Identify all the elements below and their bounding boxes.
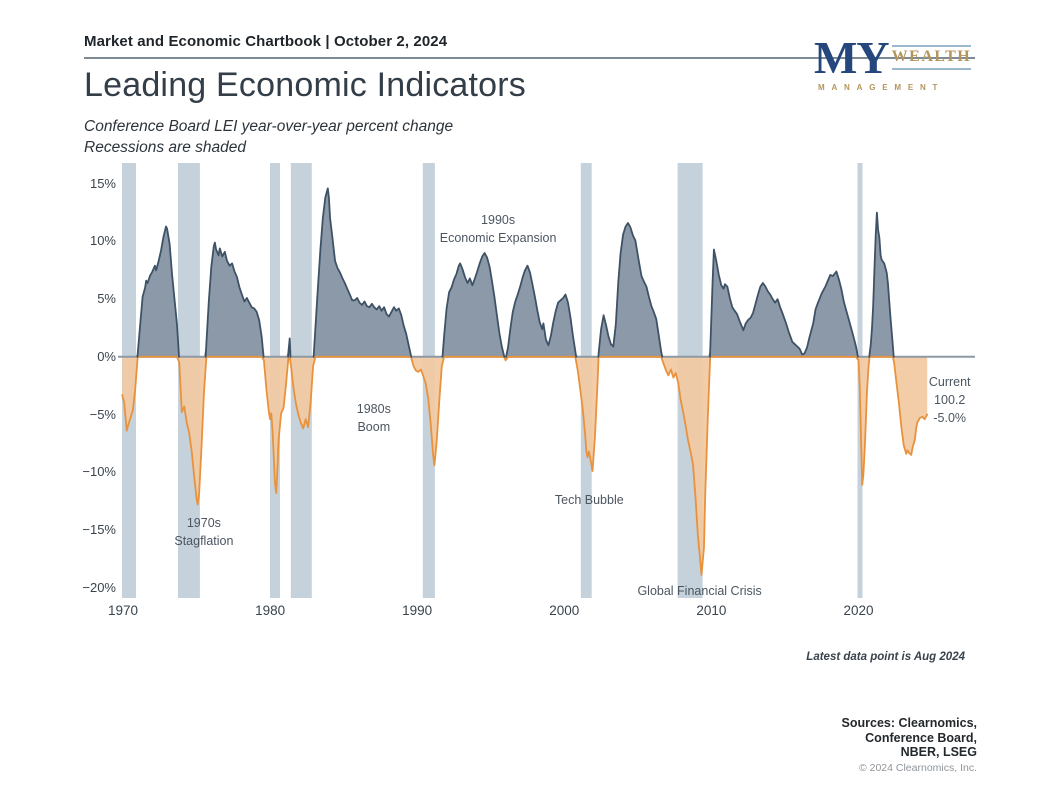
sources-line-3: NBER, LSEG bbox=[900, 745, 977, 759]
y-axis-tick-label: 10% bbox=[89, 233, 116, 249]
chart-annotation: 1980s Boom bbox=[356, 402, 391, 434]
chartbook-header: Market and Economic Chartbook | October … bbox=[84, 33, 448, 50]
my-wealth-management-logo: MY WEALTH MANAGEMENT bbox=[814, 32, 972, 92]
logo-management-text: MANAGEMENT bbox=[818, 83, 945, 92]
x-axis-tick-label: 1990 bbox=[402, 603, 433, 618]
header-divider bbox=[84, 57, 975, 59]
x-axis-tick-label: 1980 bbox=[255, 603, 286, 618]
x-axis-tick-label: 2020 bbox=[843, 603, 874, 618]
chart-annotation: 1990s Economic Expansion bbox=[439, 212, 557, 245]
chart-annotation: Current 100.2 -5.0% bbox=[928, 374, 971, 425]
y-axis-tick-label: 5% bbox=[97, 291, 116, 307]
x-axis-tick-label: 2000 bbox=[549, 603, 580, 618]
y-axis-tick-label: −20% bbox=[82, 579, 116, 595]
y-axis-tick-label: −10% bbox=[82, 464, 116, 480]
chart-subtitle: Conference Board LEI year-over-year perc… bbox=[84, 116, 453, 158]
copyright-notice: © 2024 Clearnomics, Inc. bbox=[858, 762, 977, 774]
page-title: Leading Economic Indicators bbox=[84, 66, 526, 104]
negative-area-fill bbox=[122, 356, 928, 575]
subtitle-line-1: Conference Board LEI year-over-year perc… bbox=[84, 118, 454, 135]
lei-negative-line bbox=[121, 355, 929, 576]
sources-line-1: Sources: Clearnomics, bbox=[841, 716, 977, 730]
y-axis-tick-label: −15% bbox=[82, 521, 116, 537]
subtitle-line-2: Recessions are shaded bbox=[84, 139, 246, 156]
chart-annotation: Global Financial Crisis bbox=[637, 584, 762, 599]
logo-wealth-text: WEALTH bbox=[891, 48, 972, 65]
logo-my-text: MY bbox=[814, 32, 890, 83]
logo-wealth-box: WEALTH bbox=[891, 45, 972, 70]
latest-data-note: Latest data point is Aug 2024 bbox=[806, 651, 965, 663]
chart-annotation: 1970s Stagflation bbox=[174, 516, 234, 549]
sources-attribution: Sources: Clearnomics, Conference Board, … bbox=[842, 716, 977, 760]
y-axis-tick-label: −5% bbox=[89, 406, 116, 422]
x-axis-tick-label: 1970 bbox=[107, 603, 139, 618]
chart-annotation: Tech Bubble bbox=[554, 492, 624, 507]
y-axis-tick-label: 0% bbox=[97, 348, 116, 364]
x-axis-tick-label: 2010 bbox=[696, 603, 727, 618]
y-axis-tick-label: 15% bbox=[89, 175, 116, 191]
sources-line-2: Conference Board, bbox=[865, 730, 977, 745]
lei-positive-line bbox=[136, 187, 895, 358]
